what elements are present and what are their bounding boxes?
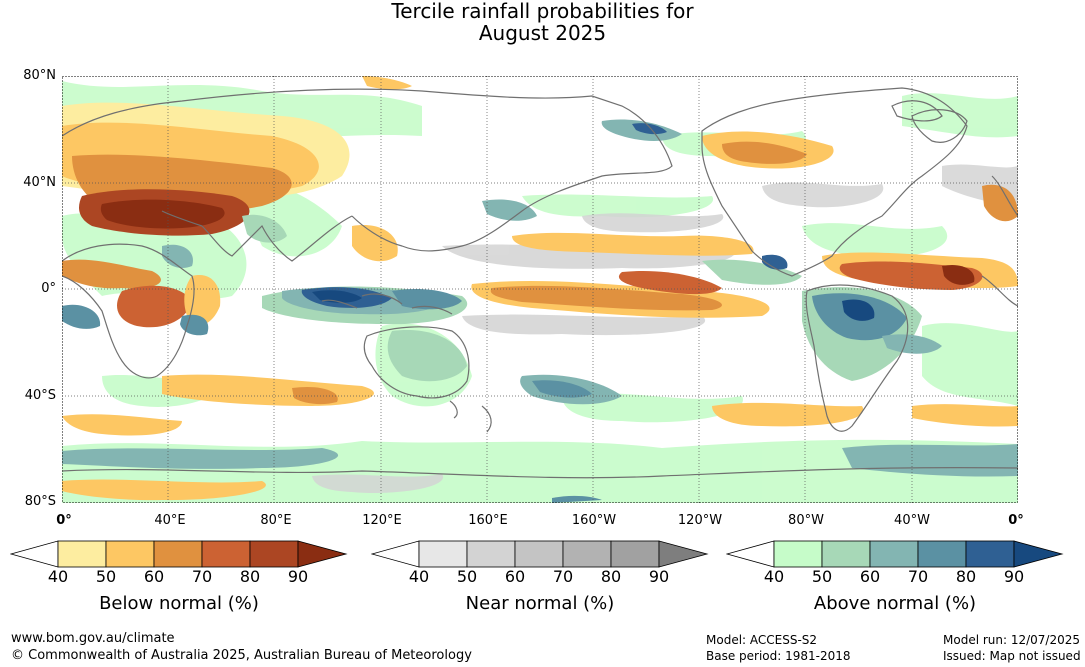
colorbar-tick-label: 50 [456,567,478,586]
colorbar-segment-80 [610,540,660,568]
colorbar-segment-40 [418,540,468,568]
coastlines [62,87,1018,479]
colorbar-segment-below-40 [726,540,775,568]
colorbar-tick-label: 60 [504,567,526,586]
colorbar-segment-60 [869,540,919,568]
lat-tick-0: 0° [41,281,56,296]
colorbar-above-normal [726,540,1064,568]
lat-tick-40s: 40°S [24,388,56,403]
colorbar-segment-70 [562,540,612,568]
colorbar-segment-below-40 [371,540,420,568]
lat-tick-80n: 80°N [23,68,56,83]
colorbar-segment-40 [773,540,823,568]
colorbar-tick-label: 60 [143,567,165,586]
footer-website: www.bom.gov.au/climate [11,631,175,646]
colorbar-segment-below-40 [10,540,59,568]
lon-tick-0-east: 0° [1008,513,1024,528]
lat-tick-80s: 80°S [24,494,56,509]
colorbar-tick-label: 80 [955,567,977,586]
colorbar-tick-label: 90 [648,567,670,586]
colorbar-tick-label: 70 [191,567,213,586]
colorbar-segment-60 [514,540,564,568]
colorbar-title-above-normal: Above normal (%) [813,593,977,614]
colorbar-tick-label: 70 [907,567,929,586]
colorbar-below-normal [10,540,348,568]
footer-model: Model: ACCESS-S2 [706,633,818,647]
colorbar-segment-above-90 [1013,540,1064,568]
colorbar-tick-label: 40 [408,567,430,586]
lon-tick-0: 0° [56,513,72,528]
footer-model-run: Model run: 12/07/2025 [943,633,1081,647]
lon-tick-120e: 120°E [362,513,402,528]
colorbar-tick-label: 90 [287,567,309,586]
lon-tick-160e: 160°E [468,513,508,528]
near-normal-regions [312,164,1018,494]
colorbar-near-normal [371,540,709,568]
colorbar-title-near-normal: Near normal (%) [465,593,615,614]
footer-issued: Issued: Map not issued [943,649,1081,663]
lon-tick-40e: 40°E [154,513,186,528]
map-gridlines [62,76,1018,503]
lat-tick-40n: 40°N [23,175,56,190]
map-title-line2: August 2025 [478,21,607,45]
map-title-line1: Tercile rainfall probabilities for [391,0,694,23]
colorbar-segment-80 [965,540,1015,568]
below-normal-regions [62,76,1018,501]
colorbar-segment-50 [821,540,871,568]
colorbar-segment-50 [466,540,516,568]
colorbar-tick-label: 80 [239,567,261,586]
footer-copyright: © Commonwealth of Australia 2025, Austra… [11,648,472,663]
colorbar-segment-80 [249,540,299,568]
colorbar-segment-60 [153,540,203,568]
lon-tick-160w: 160°W [571,513,617,528]
colorbar-tick-label: 50 [811,567,833,586]
colorbar-tick-label: 50 [95,567,117,586]
rainfall-probability-map [62,76,1018,503]
colorbar-segment-50 [105,540,155,568]
colorbar-tick-label: 80 [600,567,622,586]
lon-tick-40w: 40°W [894,513,930,528]
colorbar-tick-label: 70 [552,567,574,586]
colorbar-tick-label: 40 [47,567,69,586]
colorbar-tick-label: 60 [859,567,881,586]
colorbar-title-below-normal: Below normal (%) [99,593,259,614]
lon-tick-120w: 120°W [677,513,723,528]
colorbar-segment-above-90 [658,540,709,568]
colorbar-segment-above-90 [297,540,348,568]
colorbar-segment-70 [201,540,251,568]
colorbar-segment-70 [917,540,967,568]
colorbar-segment-40 [57,540,107,568]
footer-base-period: Base period: 1981-2018 [706,649,851,663]
colorbar-tick-label: 40 [763,567,785,586]
lon-tick-80e: 80°E [260,513,292,528]
lon-tick-80w: 80°W [788,513,824,528]
colorbar-tick-label: 90 [1003,567,1025,586]
